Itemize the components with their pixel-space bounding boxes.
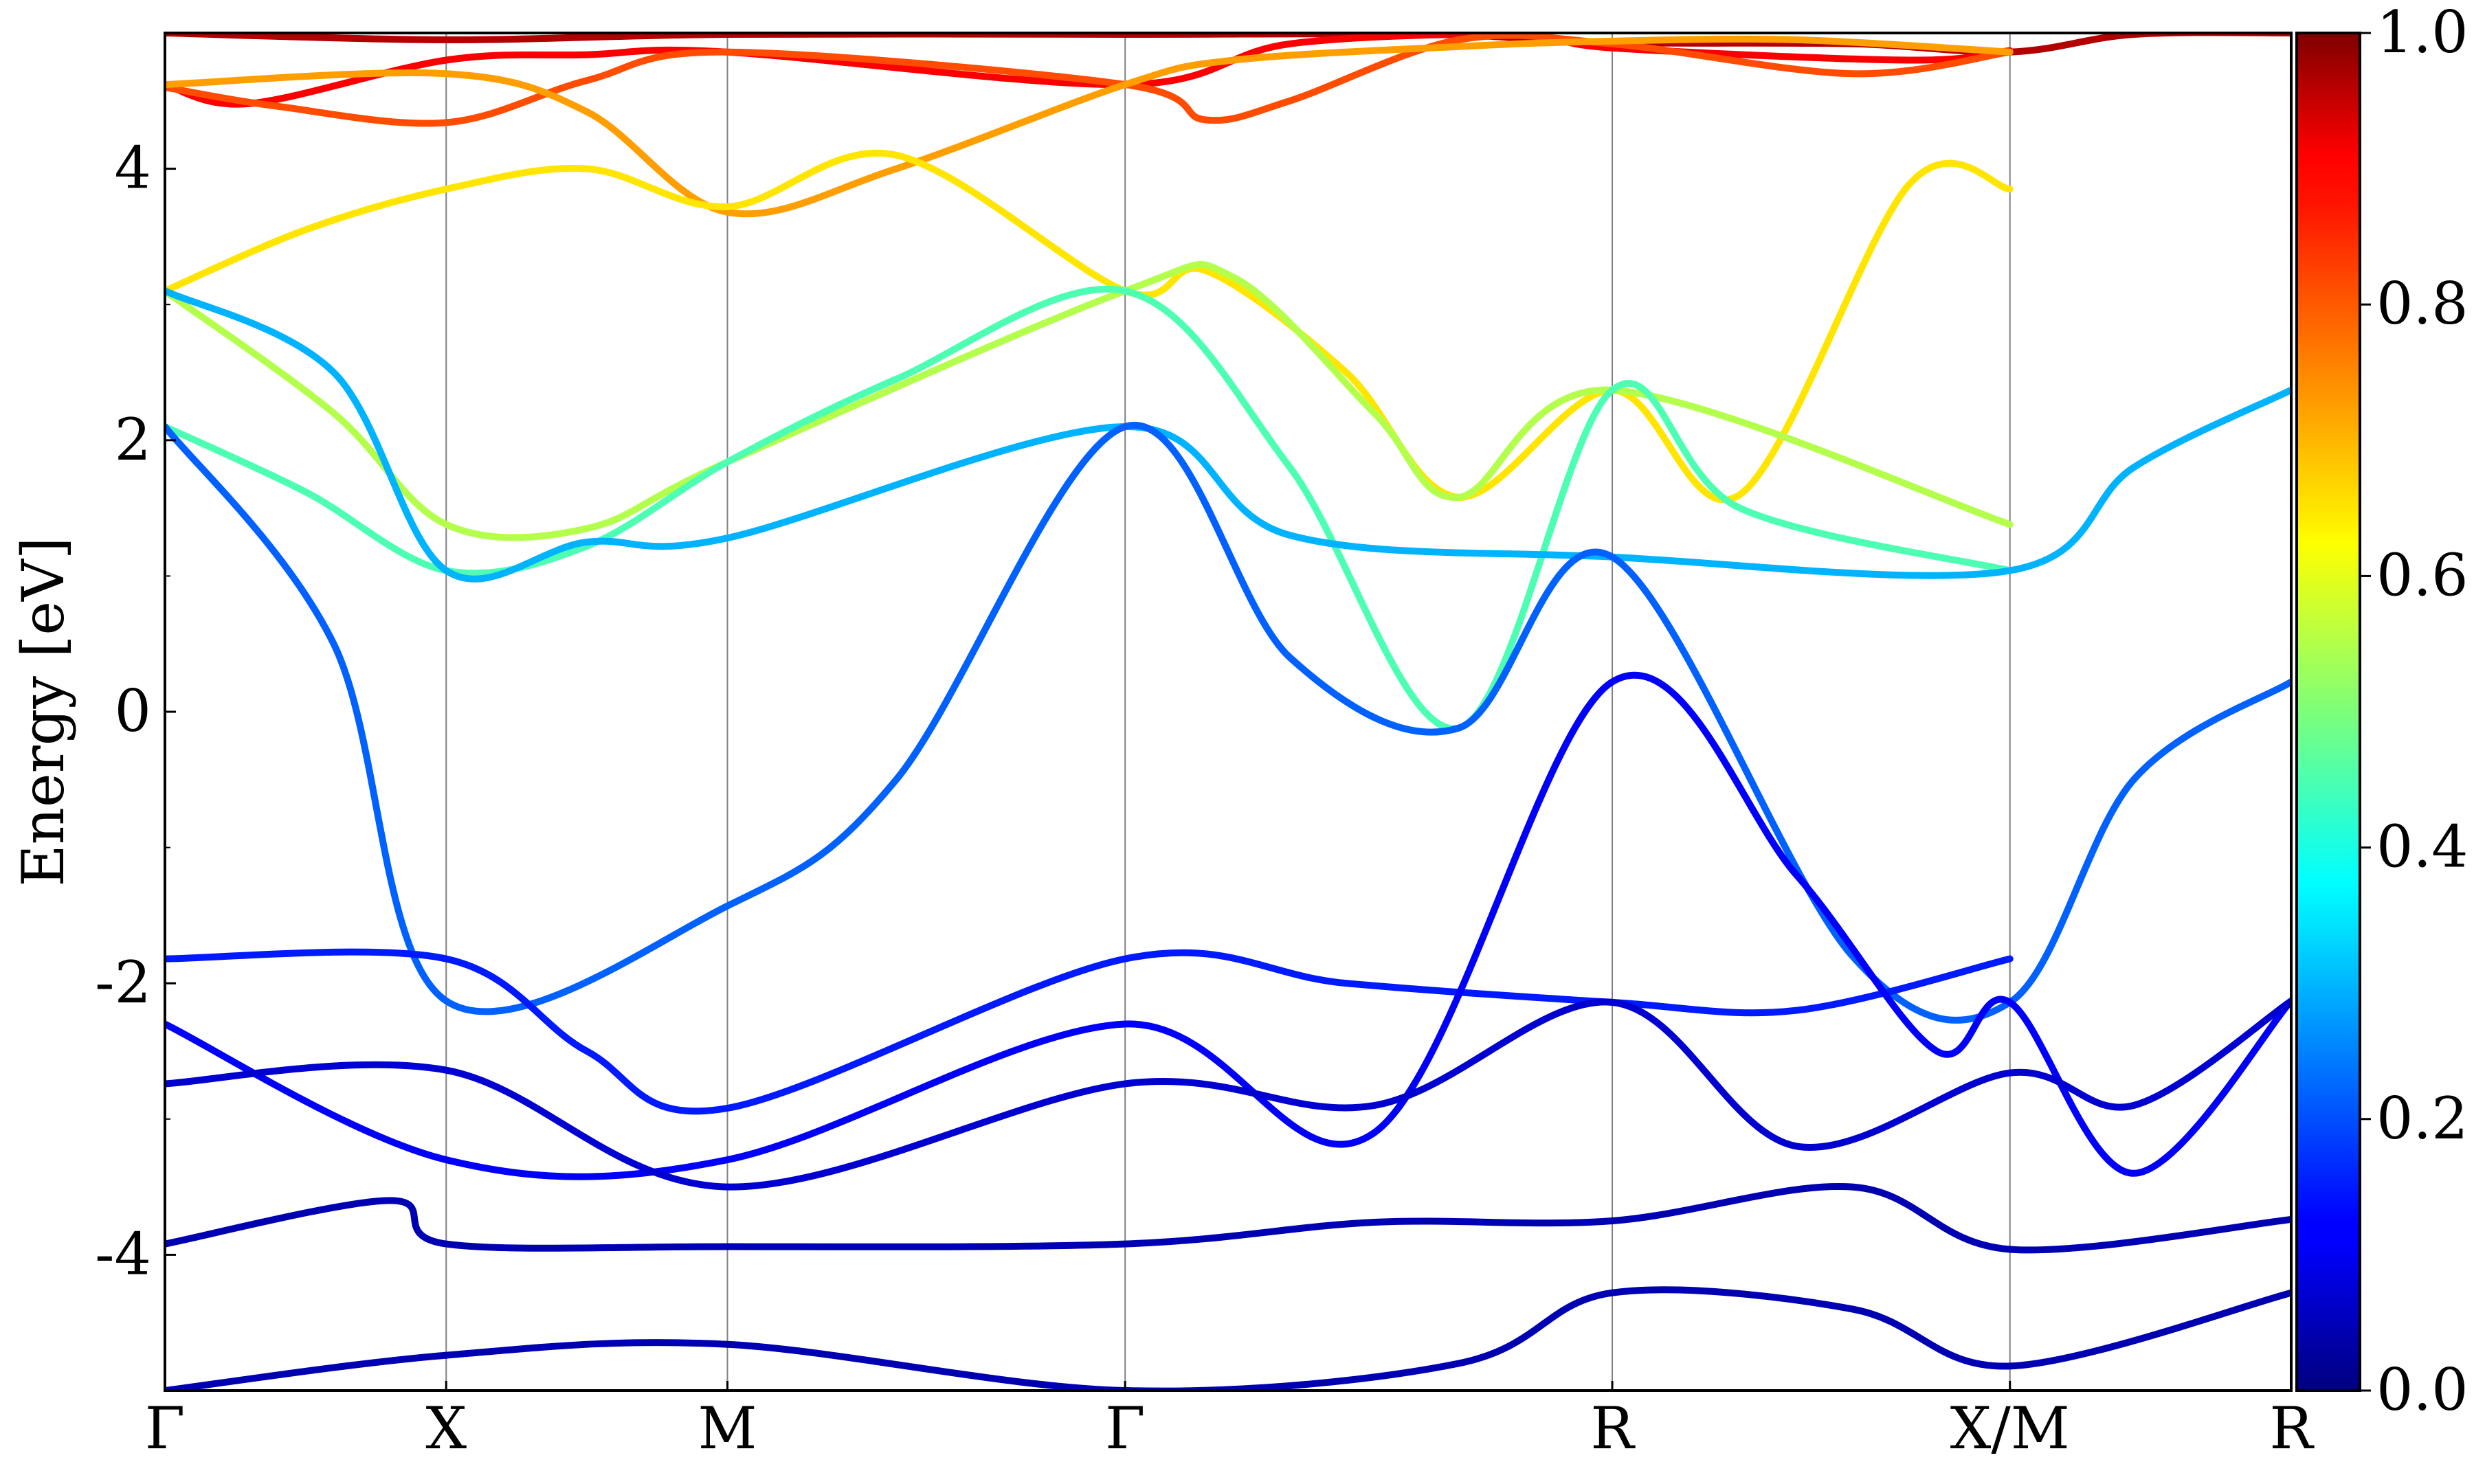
x-tick-label: X — [425, 1395, 467, 1462]
x-tick-label: Γ — [1105, 1395, 1145, 1462]
colorbar-tick-label: 0.2 — [2376, 1085, 2469, 1152]
band-line-3 — [165, 33, 2014, 127]
band-line-12 — [165, 997, 2291, 1191]
x-tick-label: R — [2269, 1395, 2315, 1462]
colorbar-tick-label: 0.4 — [2376, 813, 2469, 881]
colorbar-tick-label: 0.8 — [2376, 270, 2469, 337]
colorbar: 1.0 0.8 0.6 0.4 0.2 0.0 — [2295, 0, 2469, 1424]
y-tick-label: 0 — [115, 677, 151, 745]
colorbar-gradient — [2295, 32, 2361, 1392]
band-line-9 — [165, 421, 2291, 1024]
band-line-8 — [165, 287, 2291, 583]
grid-lines — [445, 33, 2011, 1391]
y-tick-label: 4 — [115, 135, 151, 202]
band-line-10 — [165, 948, 2014, 1115]
colorbar-tick-label: 1.0 — [2376, 0, 2469, 66]
axes: Γ X M Γ R X/M R 4 2 0 -2 -4 — [95, 32, 2315, 1462]
band-line-5 — [165, 149, 2014, 504]
y-tick-label: -4 — [95, 1220, 151, 1288]
band-lines — [165, 33, 2291, 1391]
y-tick-label: -2 — [95, 949, 151, 1016]
y-tick-label: 2 — [115, 406, 151, 473]
x-tick-label: X/M — [1950, 1395, 2070, 1462]
y-axis-label: Energy [eV] — [10, 537, 77, 886]
plot-frame — [164, 32, 2293, 1392]
band-line-7 — [165, 285, 2014, 732]
band-line-14 — [165, 1286, 2291, 1391]
colorbar-tick-label: 0.0 — [2376, 1356, 2469, 1424]
band-line-13 — [165, 1182, 2291, 1254]
x-tick-label: R — [1590, 1395, 1636, 1462]
colorbar-tick-label: 0.6 — [2376, 541, 2469, 609]
band-line-4 — [165, 35, 2014, 218]
x-tick-label: M — [698, 1395, 757, 1462]
x-tick-label: Γ — [145, 1395, 185, 1462]
band-line-11 — [165, 672, 2291, 1180]
